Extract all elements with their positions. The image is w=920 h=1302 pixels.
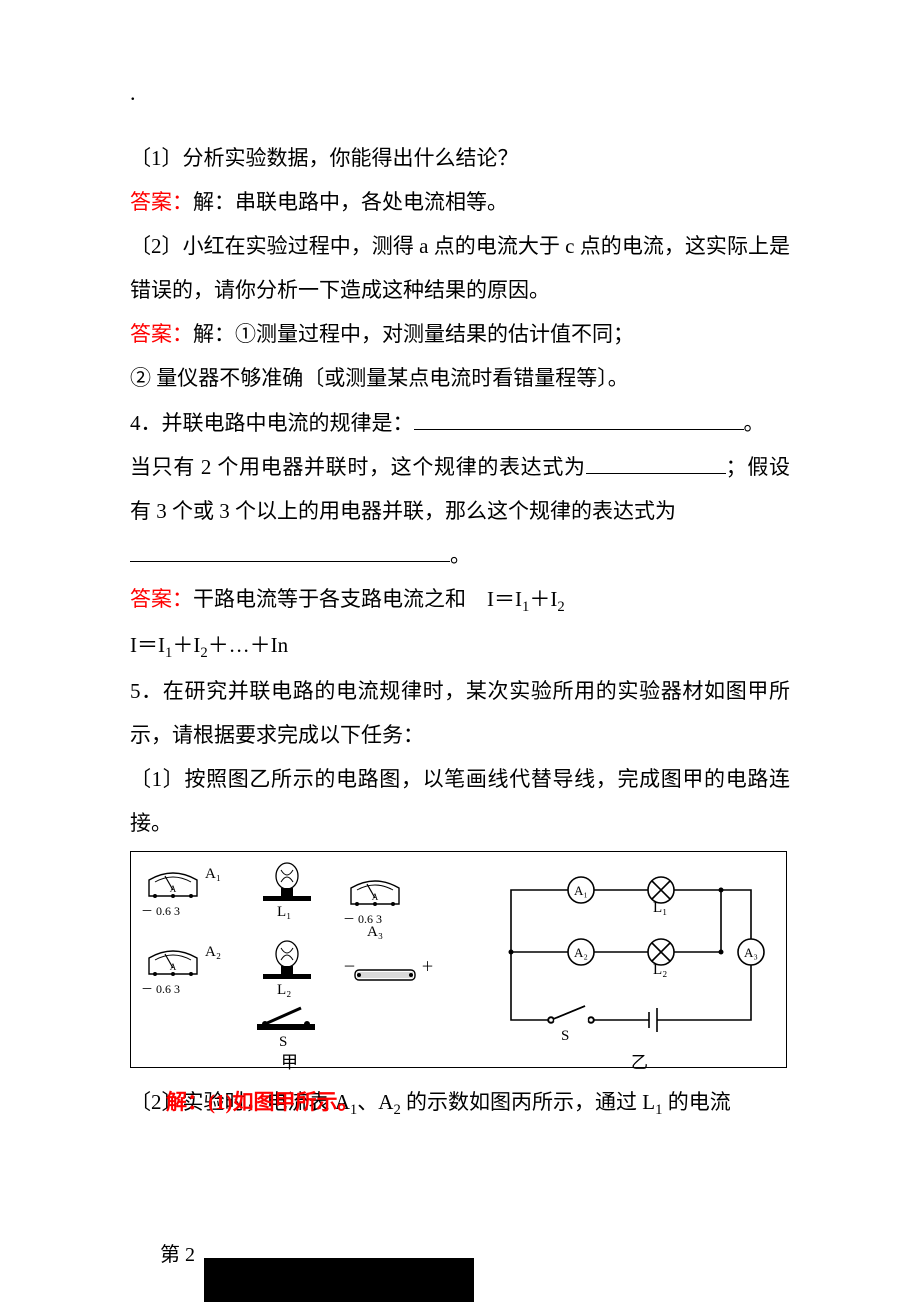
page-marker: . [130,80,790,106]
caption-right: 乙 [631,1048,648,1073]
label-l1: L₁ [653,900,667,917]
t: 的电流 [662,1090,730,1114]
caption-left: 甲 [281,1048,298,1073]
footer: 第 2 [160,1232,640,1302]
a2-body1: 解：①测量过程中，对测量结果的估计值不同； [193,322,634,346]
label-l2: L₂ [277,982,291,999]
lamp-icon [257,862,317,904]
blank [414,408,744,430]
label-a3: A₃ [367,924,383,941]
answer-label: 答案： [130,587,193,611]
a1-body: 解：串联电路中，各处电流相等。 [193,190,508,214]
q4-line1: 4．并联电路中电流的规律是： 。 [130,401,790,445]
figure-box: A A₁ － 0.6 3 L₁ A － 0.6 3 [130,851,787,1068]
plus: ＋I [529,587,557,611]
ammeter-icon: A [145,944,201,978]
answer-label: 答案： [130,322,193,346]
overlay-line: 〔2〕实验时，电流表 A1、A2 的示数如图丙所示，通过 L1 的电流 解：(1… [130,1080,790,1124]
a4-line1: 答案：干路电流等于各支路电流之和 I＝I1＋I2 [130,577,790,623]
minus-label: － [343,956,356,975]
svg-text:A₃: A₃ [744,945,758,960]
blank [586,452,726,474]
svg-text:A₁: A₁ [574,883,588,898]
page-number: 第 2 [160,1238,195,1267]
svg-text:A: A [170,884,177,894]
sub: 2 [557,599,564,615]
q4-tail: 。 [744,411,765,435]
sub: 2 [200,645,207,661]
q4-end: 。 [450,543,471,567]
label-a1: A₁ [205,866,221,883]
blank [130,540,450,562]
t: 的示数如图丙所示，通过 L [401,1090,655,1114]
label-s: S [561,1028,569,1045]
range-label: － 0.6 3 [141,980,180,997]
ammeter-icon: A [145,866,201,900]
redaction-box [204,1258,474,1302]
battery-icon [349,962,429,986]
q4-2a: 当只有 2 个用电器并联时，这个规律的表达式为 [130,455,586,479]
a4-line2: I＝I1＋I2＋…＋In [130,623,790,669]
t: ＋…＋In [208,633,289,657]
figure-left: A A₁ － 0.6 3 L₁ A － 0.6 3 [131,852,471,1067]
range-label: － 0.6 3 [141,902,180,919]
q2: 〔2〕小红在实验过程中，测得 a 点的电流大于 c 点的电流，这实际上是错误的，… [130,224,790,312]
overlay-answer: 解：(1)如图甲所示。 [166,1080,359,1124]
t: ＋I [172,633,200,657]
plus-label: ＋ [421,956,434,975]
label-l1: L₁ [277,904,291,921]
answer-label: 答案： [130,190,193,214]
q4-line2: 当只有 2 个用电器并联时，这个规律的表达式为；假设有 3 个或 3 个以上的用… [130,445,790,533]
q4-head: 4．并联电路中电流的规律是： [130,411,414,435]
q1: 〔1〕分析实验数据，你能得出什么结论？ [130,136,790,180]
q5: 5．在研究并联电路的电流规律时，某次实验所用的实验器材如图甲所示，请根据要求完成… [130,669,790,757]
label-l2: L₂ [653,962,667,979]
svg-text:A: A [170,962,177,972]
svg-text:A: A [372,892,379,902]
q5-1: 〔1〕按照图乙所示的电路图，以笔画线代替导线，完成图甲的电路连接。 [130,757,790,845]
svg-text:A₂: A₂ [574,945,588,960]
q4-line3: 。 [130,533,790,577]
switch-icon [251,1002,321,1034]
a2-line2: ② 量仪器不够准确〔或测量某点电流时看错量程等〕。 [130,356,790,400]
label-a2: A₂ [205,944,221,961]
lamp-icon [257,940,317,982]
a4-text: 干路电流等于各支路电流之和 I＝I [193,587,522,611]
t: 、A [357,1090,393,1114]
ammeter-icon: A [347,874,403,908]
sub: 2 [393,1103,400,1119]
figure-right: A₁ A₂ A₃ [481,852,786,1067]
a1: 答案：解：串联电路中，各处电流相等。 [130,180,790,224]
t: I＝I [130,633,165,657]
circuit-diagram: A₁ A₂ A₃ [481,852,786,1067]
a2-line1: 答案：解：①测量过程中，对测量结果的估计值不同； [130,312,790,356]
